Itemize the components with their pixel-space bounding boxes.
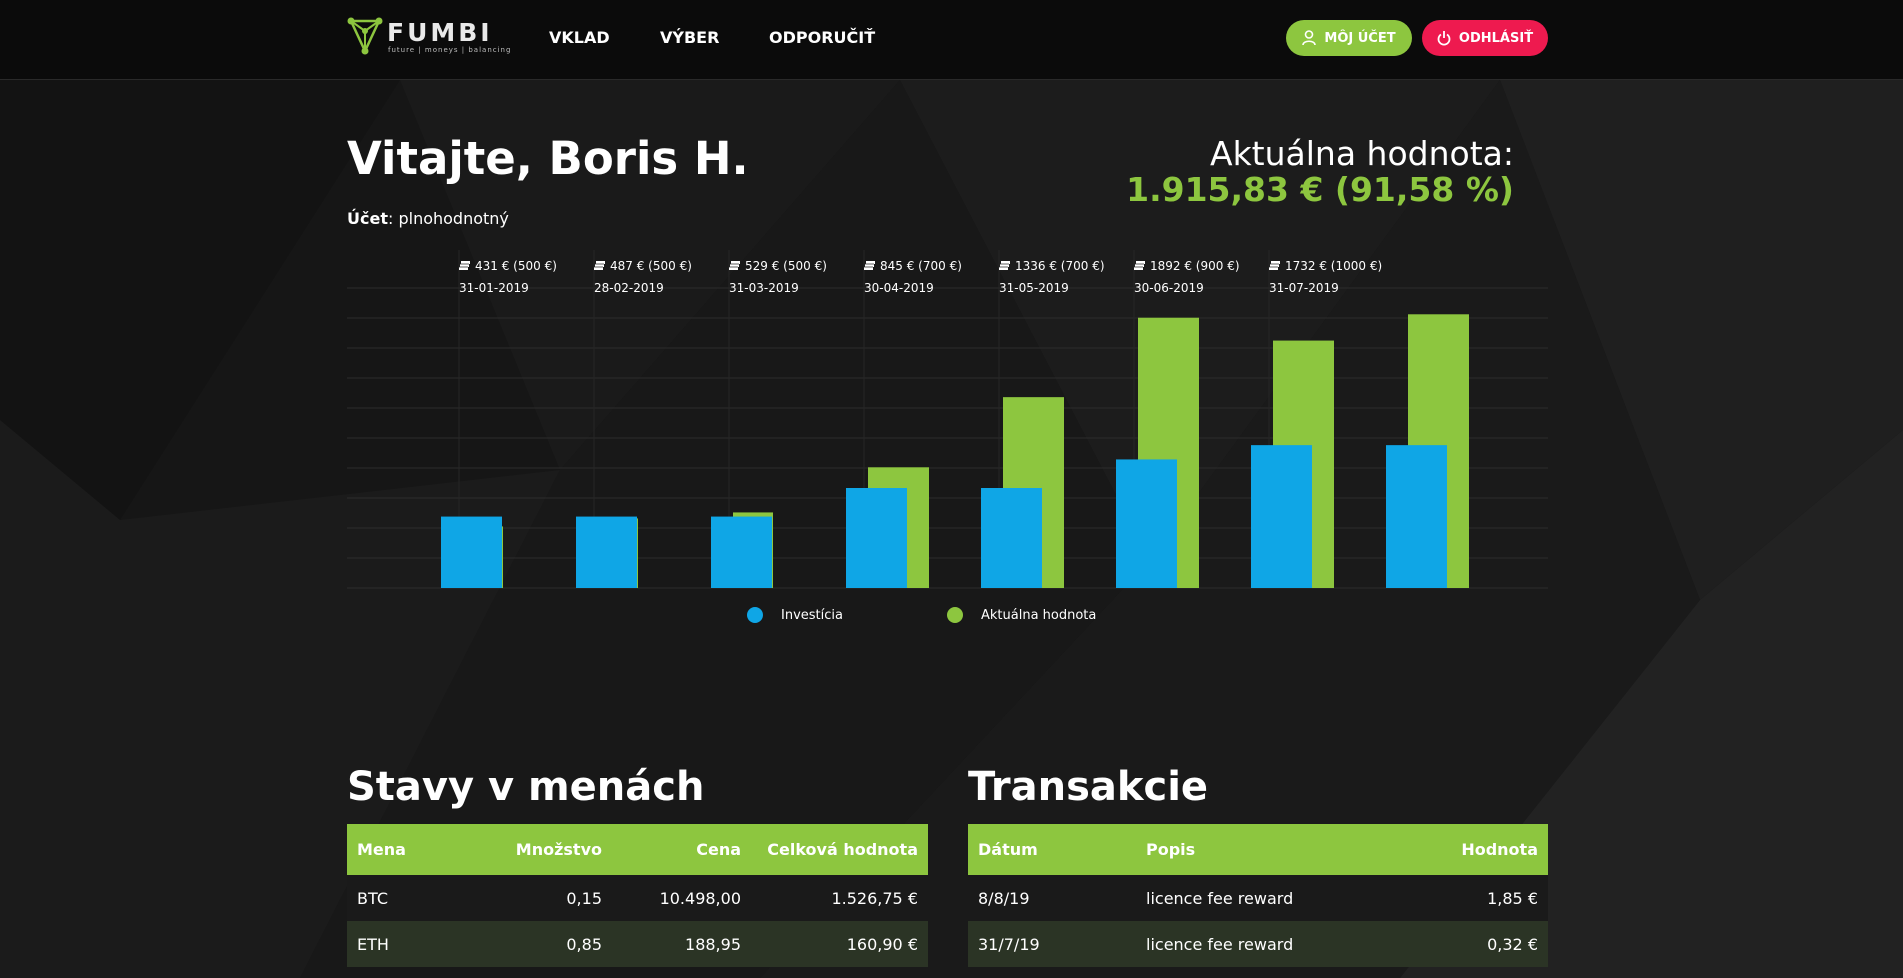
- bar-date-label: 30-04-2019: [864, 281, 934, 295]
- bar-value-label: 1336 € (700 €): [999, 259, 1105, 273]
- coins-icon: [459, 260, 471, 270]
- bar-investment[interactable]: [711, 516, 772, 588]
- col-date: Dátum: [978, 840, 1038, 859]
- balances-header-row: Mena Množstvo Cena Celková hodnota: [347, 824, 928, 875]
- fumbi-logo[interactable]: FUMBI future | moneys | balancing: [347, 17, 510, 57]
- nav-refer[interactable]: ODPORUČIŤ: [769, 28, 876, 47]
- account-type: Účet: plnohodnotný: [347, 209, 509, 228]
- currency-cell: ETH: [357, 934, 389, 954]
- portfolio-chart-plot: [347, 250, 1548, 589]
- bar-investment[interactable]: [846, 488, 907, 588]
- legend-swatch: [747, 607, 763, 623]
- nav-deposit[interactable]: VKLAD: [549, 28, 610, 47]
- current-value-amount: 1.915,83 € (91,58 %): [1126, 170, 1514, 209]
- account-type-label: Účet: [347, 209, 388, 228]
- transactions-header-row: Dátum Popis Hodnota: [968, 824, 1548, 875]
- bar-investment[interactable]: [1116, 459, 1177, 588]
- coins-icon: [594, 260, 606, 270]
- legend-item[interactable]: Investícia: [747, 607, 843, 623]
- table-row: 31/7/19 licence fee reward 0,32 €: [968, 921, 1548, 967]
- amount-cell: 0,85: [566, 934, 602, 954]
- transactions-title: Transakcie: [968, 764, 1209, 810]
- table-row: BTC 0,15 10.498,00 1.526,75 €: [347, 875, 928, 921]
- bar-investment[interactable]: [441, 516, 502, 588]
- power-icon: [1437, 31, 1451, 46]
- amount-cell: 0,15: [566, 888, 602, 908]
- coins-icon: [729, 260, 741, 270]
- date-cell: 8/8/19: [978, 888, 1030, 908]
- balances-table: Mena Množstvo Cena Celková hodnota BTC 0…: [347, 824, 928, 967]
- legend-swatch: [947, 607, 963, 623]
- welcome-heading: Vitajte, Boris H.: [347, 132, 749, 185]
- price-cell: 188,95: [685, 934, 741, 954]
- coins-icon: [864, 260, 876, 270]
- balances-title: Stavy v menách: [347, 764, 705, 810]
- logo-mark-icon: [347, 17, 383, 55]
- coins-icon: [1134, 260, 1146, 270]
- legend-item[interactable]: Aktuálna hodnota: [947, 607, 1096, 623]
- bar-investment[interactable]: [981, 488, 1042, 588]
- my-account-label: MÔJ ÚČET: [1324, 30, 1396, 46]
- value-cell: 1,85 €: [1487, 888, 1538, 908]
- bar-value-label: 529 € (500 €): [729, 259, 827, 273]
- logo-wordmark: FUMBI: [387, 18, 493, 47]
- bar-date-label: 31-07-2019: [1269, 281, 1339, 295]
- table-row: ETH 0,85 188,95 160,90 €: [347, 921, 928, 967]
- table-row: 8/8/19 licence fee reward 1,85 €: [968, 875, 1548, 921]
- legend-label: Aktuálna hodnota: [981, 607, 1097, 623]
- my-account-button[interactable]: MÔJ ÚČET: [1286, 20, 1412, 56]
- top-navigation-bar: FUMBI future | moneys | balancing VKLAD …: [0, 0, 1903, 80]
- nav-withdraw[interactable]: VÝBER: [660, 28, 720, 47]
- bar-investment[interactable]: [1251, 445, 1312, 588]
- price-cell: 10.498,00: [659, 888, 741, 908]
- logout-label: ODHLÁSIŤ: [1458, 30, 1534, 46]
- bar-value-label: 845 € (700 €): [864, 259, 962, 273]
- user-icon: [1302, 30, 1317, 46]
- description-cell: licence fee reward: [1146, 934, 1294, 954]
- col-value: Hodnota: [1461, 840, 1538, 859]
- total-value-cell: 1.526,75 €: [831, 888, 918, 908]
- bar-value-label: 431 € (500 €): [459, 259, 557, 273]
- portfolio-chart: 431 € (500 €) 31-01-2019 487 € (500 €) 28-0…: [347, 250, 1548, 630]
- legend-label: Investícia: [781, 607, 843, 623]
- value-cell: 0,32 €: [1487, 934, 1538, 954]
- bar-date-label: 31-05-2019: [999, 281, 1069, 295]
- coins-icon: [999, 260, 1011, 270]
- bar-investment[interactable]: [576, 516, 637, 588]
- col-total-value: Celková hodnota: [767, 840, 918, 859]
- date-cell: 31/7/19: [978, 934, 1040, 954]
- logo-tagline: future | moneys | balancing: [388, 46, 512, 54]
- bar-investment[interactable]: [1386, 445, 1447, 588]
- description-cell: licence fee reward: [1146, 888, 1294, 908]
- bar-date-label: 28-02-2019: [594, 281, 664, 295]
- logout-button[interactable]: ODHLÁSIŤ: [1422, 20, 1548, 56]
- col-amount: Množstvo: [515, 840, 602, 859]
- bar-date-label: 31-01-2019: [459, 281, 529, 295]
- bar-value-label: 1732 € (1000 €): [1269, 259, 1382, 273]
- transactions-table: Dátum Popis Hodnota 8/8/19 licence fee r…: [968, 824, 1548, 967]
- total-value-cell: 160,90 €: [846, 934, 918, 954]
- bar-date-label: 30-06-2019: [1134, 281, 1204, 295]
- bar-value-label: 1892 € (900 €): [1134, 259, 1240, 273]
- col-price: Cena: [696, 840, 741, 859]
- coins-icon: [1269, 260, 1281, 270]
- currency-cell: BTC: [357, 888, 388, 908]
- current-value-label: Aktuálna hodnota:: [1210, 134, 1514, 173]
- bar-date-label: 31-03-2019: [729, 281, 799, 295]
- account-type-value: : plnohodnotný: [387, 209, 509, 228]
- col-currency: Mena: [357, 840, 406, 859]
- bar-value-label: 487 € (500 €): [594, 259, 692, 273]
- col-description: Popis: [1146, 840, 1196, 859]
